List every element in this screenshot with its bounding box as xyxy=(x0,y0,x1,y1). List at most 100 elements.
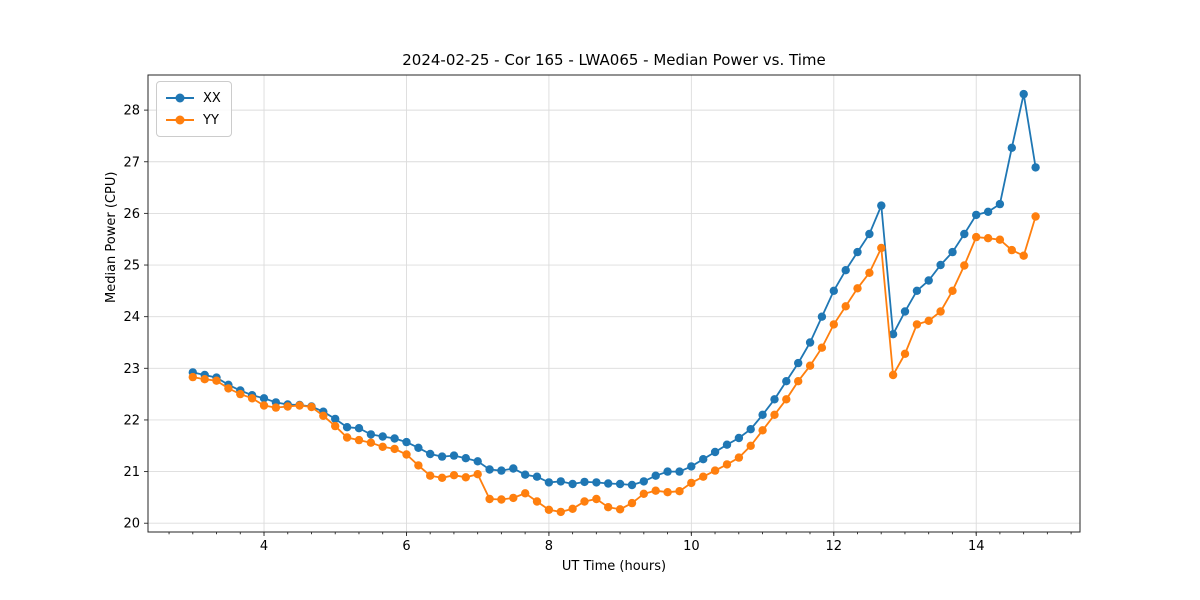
legend-line-marker-icon xyxy=(166,115,194,125)
data-point xyxy=(699,455,708,464)
svg-text:8: 8 xyxy=(545,539,553,554)
data-point xyxy=(556,507,565,517)
data-point xyxy=(817,343,827,352)
data-point xyxy=(212,376,221,385)
data-point xyxy=(247,394,257,403)
data-point xyxy=(437,452,447,461)
data-point xyxy=(853,247,862,257)
data-point xyxy=(580,477,589,487)
data-point xyxy=(366,438,376,447)
data-point xyxy=(995,199,1005,209)
data-point xyxy=(865,229,874,239)
legend: XX YY xyxy=(156,81,232,137)
data-point xyxy=(817,312,827,321)
data-point xyxy=(841,266,850,275)
data-point xyxy=(236,389,245,399)
series-yy xyxy=(188,212,1040,517)
data-point xyxy=(651,486,660,495)
data-point xyxy=(960,261,969,270)
data-point xyxy=(426,449,435,459)
data-point xyxy=(829,320,838,329)
svg-text:6: 6 xyxy=(402,539,410,554)
data-point xyxy=(319,411,328,420)
data-point xyxy=(936,260,945,270)
data-point xyxy=(615,479,625,489)
data-point xyxy=(1007,143,1016,152)
data-point xyxy=(960,229,969,239)
svg-text:26: 26 xyxy=(123,207,140,222)
data-point xyxy=(295,401,304,410)
data-point xyxy=(544,478,554,487)
series-xx xyxy=(188,89,1040,490)
data-point xyxy=(794,377,803,386)
svg-text:24: 24 xyxy=(123,310,140,325)
axis-ticks xyxy=(144,109,1072,536)
data-point xyxy=(414,443,423,452)
data-point xyxy=(509,493,518,503)
data-point xyxy=(983,234,993,243)
data-point xyxy=(983,207,993,216)
data-point xyxy=(449,451,459,460)
legend-line-marker-icon xyxy=(166,93,194,103)
data-point xyxy=(805,338,815,347)
data-point xyxy=(936,307,945,316)
data-point xyxy=(1031,163,1040,172)
svg-text:25: 25 xyxy=(123,259,140,274)
data-point xyxy=(509,464,518,473)
data-point xyxy=(473,470,482,479)
data-point xyxy=(722,460,732,469)
data-point xyxy=(770,395,779,404)
svg-text:21: 21 xyxy=(123,465,140,480)
data-point xyxy=(734,453,744,462)
data-point xyxy=(888,370,898,380)
data-point xyxy=(521,470,530,479)
data-point xyxy=(497,495,506,504)
x-axis-label: UT Time (hours) xyxy=(561,559,667,574)
series-line xyxy=(192,93,1037,486)
data-point xyxy=(877,201,886,210)
data-point xyxy=(402,450,411,459)
data-point xyxy=(782,377,791,386)
data-point xyxy=(485,465,494,474)
data-point xyxy=(841,302,850,311)
data-point xyxy=(829,286,838,295)
svg-text:23: 23 xyxy=(123,362,140,377)
data-point xyxy=(794,358,803,368)
data-point xyxy=(580,497,589,506)
data-point xyxy=(604,503,613,512)
legend-label: XX xyxy=(203,90,221,106)
data-point xyxy=(805,361,815,370)
data-point xyxy=(758,426,767,435)
legend-item-yy: YY xyxy=(164,109,221,131)
data-point xyxy=(271,403,281,412)
data-point xyxy=(627,498,637,508)
data-point xyxy=(521,489,530,498)
data-point xyxy=(331,421,340,431)
data-point xyxy=(710,447,720,457)
series-line xyxy=(192,216,1037,513)
data-point xyxy=(639,477,648,486)
data-point xyxy=(651,471,660,480)
data-point xyxy=(722,440,732,449)
data-point xyxy=(1007,245,1016,255)
data-point xyxy=(912,320,922,329)
data-point xyxy=(888,330,898,339)
data-point xyxy=(485,494,494,504)
data-point xyxy=(699,472,708,481)
chart-title: 2024-02-25 - Cor 165 - LWA065 - Median P… xyxy=(402,51,826,69)
data-point xyxy=(259,394,269,403)
svg-text:28: 28 xyxy=(123,104,140,119)
data-point xyxy=(710,466,720,475)
data-point xyxy=(615,505,625,514)
data-point xyxy=(544,505,554,514)
svg-text:10: 10 xyxy=(683,539,700,554)
data-point xyxy=(378,432,387,441)
plot-border xyxy=(147,74,1081,533)
data-point xyxy=(354,435,364,445)
data-point xyxy=(224,384,233,393)
svg-text:22: 22 xyxy=(123,413,140,428)
data-point xyxy=(746,425,755,434)
data-point xyxy=(639,489,648,498)
